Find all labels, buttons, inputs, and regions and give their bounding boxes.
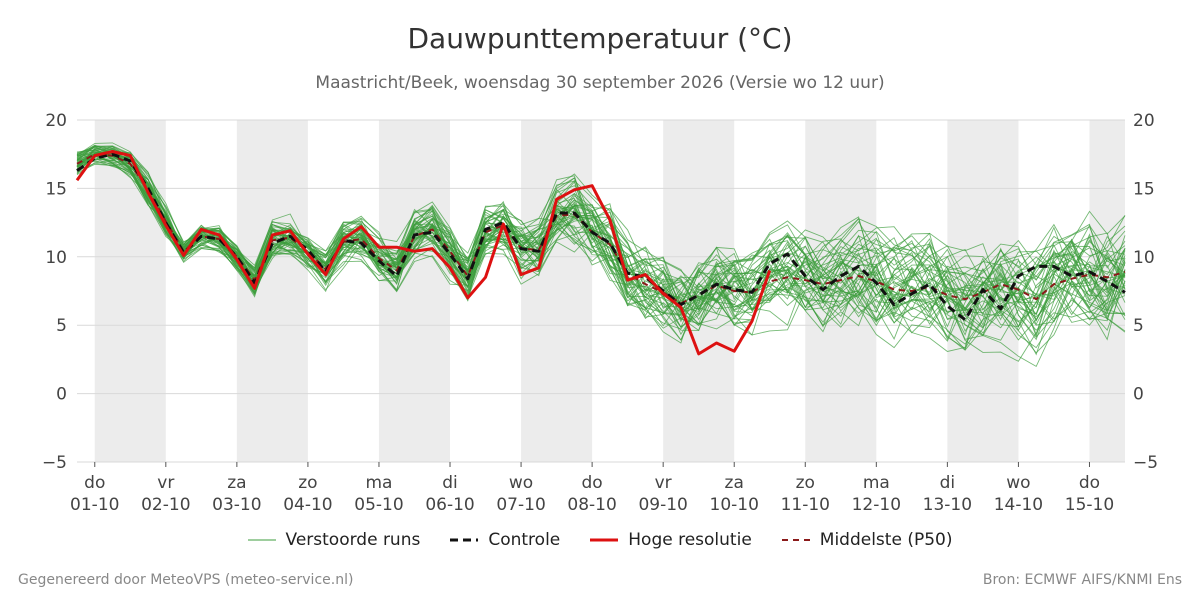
y-tick-label-right: 5 [1133, 316, 1144, 336]
series-line-high-res [75, 150, 772, 356]
x-tick-date: 08-10 [567, 495, 616, 515]
legend-label-median: Middelste (P50) [819, 530, 953, 550]
series-line-control [76, 152, 1126, 322]
ensemble-member-line [76, 150, 1126, 341]
x-tick-weekday: vr [655, 473, 672, 493]
y-tick-label-right: 20 [1133, 111, 1155, 131]
day-band [236, 120, 308, 462]
ensemble-group [76, 142, 1126, 368]
x-tick-date: 15-10 [1065, 495, 1114, 515]
y-tick-label-right: 10 [1133, 248, 1155, 268]
x-tick-weekday: wo [509, 473, 533, 493]
ensemble-member-line [76, 158, 1126, 318]
x-tick-date: 06-10 [425, 495, 474, 515]
x-tick-weekday: ma [365, 473, 392, 493]
chart-title: Dauwpunttemperatuur (°C) [407, 22, 793, 55]
x-tick-date: 13-10 [923, 495, 972, 515]
x-tick-date: 11-10 [781, 495, 830, 515]
x-tick-weekday: do [582, 473, 603, 493]
x-tick-weekday: do [84, 473, 105, 493]
legend-swatch-perturbed [247, 539, 276, 541]
ensemble-member-line [76, 154, 1126, 320]
x-tick-date: 05-10 [354, 495, 403, 515]
legend-swatch-high-res [590, 538, 619, 542]
ensemble-member-line [76, 150, 1126, 326]
y-tick-label-right: 15 [1133, 179, 1155, 199]
day-band [521, 120, 593, 462]
y-tick-label-left: 10 [45, 248, 67, 268]
y-tick-label-right: −5 [1133, 453, 1158, 473]
footer-generator: Gegenereerd door MeteoVPS (meteo-service… [18, 572, 354, 588]
x-tick-date: 09-10 [638, 495, 687, 515]
legend-item-high-res: Hoge resolutie [590, 530, 752, 550]
y-tick-label-left: 15 [45, 179, 67, 199]
x-tick-date: 07-10 [496, 495, 545, 515]
legend-swatch-control [450, 538, 479, 542]
series-line-median [76, 153, 1126, 305]
legend-item-control: Controle [450, 530, 560, 550]
y-tick-label-left: 20 [45, 111, 67, 131]
ensemble-member-line [76, 146, 1126, 312]
x-tick-weekday: wo [1006, 473, 1030, 493]
x-tick-weekday: di [442, 473, 458, 493]
x-tick-date: 12-10 [852, 495, 901, 515]
x-tick-weekday: ma [863, 473, 890, 493]
x-tick-date: 03-10 [212, 495, 261, 515]
legend-label-high-res: Hoge resolutie [628, 530, 752, 550]
y-tick-label-left: 0 [56, 385, 67, 405]
x-tick-date: 04-10 [283, 495, 332, 515]
x-tick-weekday: za [227, 473, 246, 493]
legend-item-perturbed: Verstoorde runs [247, 530, 421, 550]
y-tick-label-left: −5 [42, 453, 67, 473]
x-tick-date: 10-10 [710, 495, 759, 515]
x-tick-weekday: zo [796, 473, 815, 493]
x-tick-date: 01-10 [70, 495, 119, 515]
chart-legend: Verstoorde runs Controle Hoge resolutie … [0, 530, 1200, 550]
legend-label-control: Controle [488, 530, 561, 550]
x-tick-date: 02-10 [141, 495, 190, 515]
x-tick-date: 14-10 [994, 495, 1043, 515]
x-tick-weekday: za [725, 473, 744, 493]
legend-item-median: Middelste (P50) [781, 530, 953, 550]
legend-label-perturbed: Verstoorde runs [285, 530, 421, 550]
legend-swatch-median [781, 539, 810, 541]
y-tick-label-right: 0 [1133, 385, 1144, 405]
chart-subtitle: Maastricht/Beek, woensdag 30 september 2… [315, 73, 885, 93]
footer-source: Bron: ECMWF AIFS/KNMI Ens [982, 572, 1182, 588]
x-tick-weekday: zo [298, 473, 317, 493]
y-tick-label-left: 5 [56, 316, 67, 336]
x-tick-weekday: vr [157, 473, 174, 493]
x-tick-weekday: di [940, 473, 956, 493]
x-tick-weekday: do [1079, 473, 1100, 493]
day-band [378, 120, 451, 462]
